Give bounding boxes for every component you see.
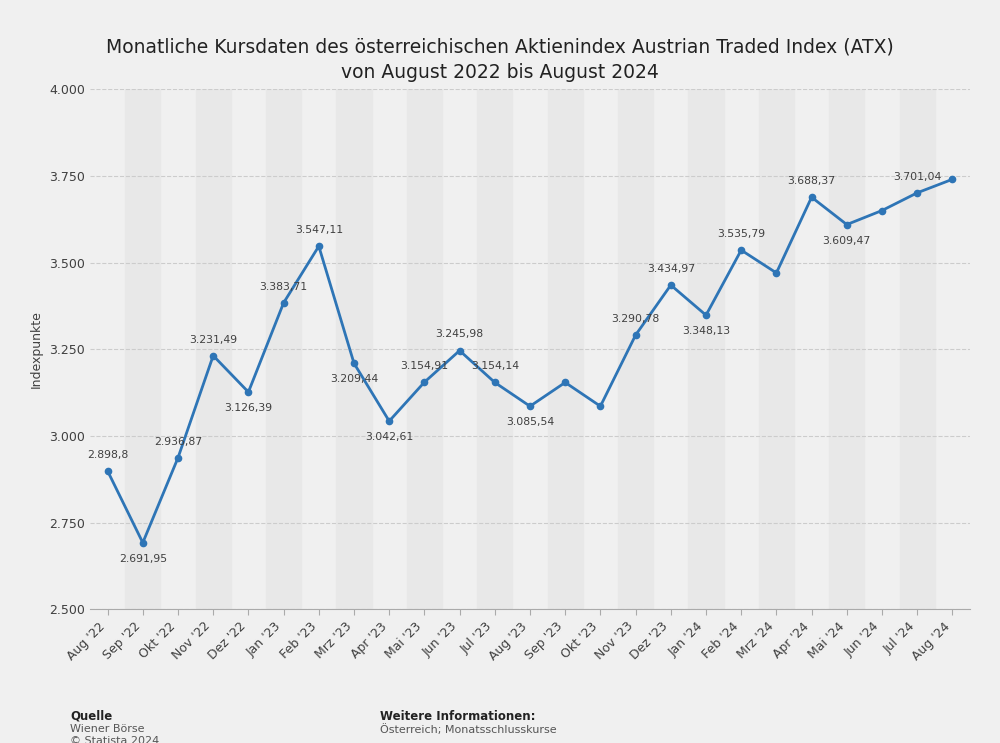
Text: 3.126,39: 3.126,39	[224, 403, 272, 413]
Bar	[759, 89, 794, 609]
Bar	[266, 89, 301, 609]
Text: 3.701,04: 3.701,04	[893, 172, 941, 182]
Y-axis label: Indexpunkte: Indexpunkte	[29, 311, 42, 388]
Bar	[407, 89, 442, 609]
Text: 3.688,37: 3.688,37	[788, 176, 836, 186]
Bar	[829, 89, 864, 609]
Text: 3.290,78: 3.290,78	[611, 314, 660, 324]
Text: von August 2022 bis August 2024: von August 2022 bis August 2024	[341, 63, 659, 82]
Text: 3.209,44: 3.209,44	[330, 374, 378, 384]
Text: Monatliche Kursdaten des österreichischen Aktienindex Austrian Traded Index (ATX: Monatliche Kursdaten des österreichische…	[106, 37, 894, 56]
Text: 3.348,13: 3.348,13	[682, 326, 730, 337]
Text: Österreich; Monatsschlusskurse: Österreich; Monatsschlusskurse	[380, 724, 557, 736]
Text: 3.609,47: 3.609,47	[823, 236, 871, 246]
Bar	[125, 89, 160, 609]
Text: 2.936,87: 2.936,87	[154, 437, 202, 447]
Text: Quelle: Quelle	[70, 710, 112, 722]
Text: 2.898,8: 2.898,8	[87, 450, 128, 460]
Text: 3.547,11: 3.547,11	[295, 225, 343, 235]
Bar	[688, 89, 724, 609]
Text: 3.434,97: 3.434,97	[647, 264, 695, 274]
Text: 3.154,91: 3.154,91	[400, 361, 448, 371]
Text: 3.383,71: 3.383,71	[260, 282, 308, 292]
Text: Wiener Börse
© Statista 2024: Wiener Börse © Statista 2024	[70, 724, 159, 743]
Bar	[548, 89, 583, 609]
Text: 3.231,49: 3.231,49	[189, 334, 237, 345]
Text: 3.085,54: 3.085,54	[506, 418, 554, 427]
Text: Weitere Informationen:: Weitere Informationen:	[380, 710, 536, 722]
Text: 3.535,79: 3.535,79	[717, 229, 765, 239]
Bar	[900, 89, 935, 609]
Text: 3.042,61: 3.042,61	[365, 432, 413, 442]
Bar	[618, 89, 653, 609]
Bar	[477, 89, 512, 609]
Text: 3.245,98: 3.245,98	[436, 329, 484, 340]
Text: 3.154,14: 3.154,14	[471, 361, 519, 372]
Bar	[336, 89, 372, 609]
Bar	[196, 89, 231, 609]
Text: 2.691,95: 2.691,95	[119, 554, 167, 564]
